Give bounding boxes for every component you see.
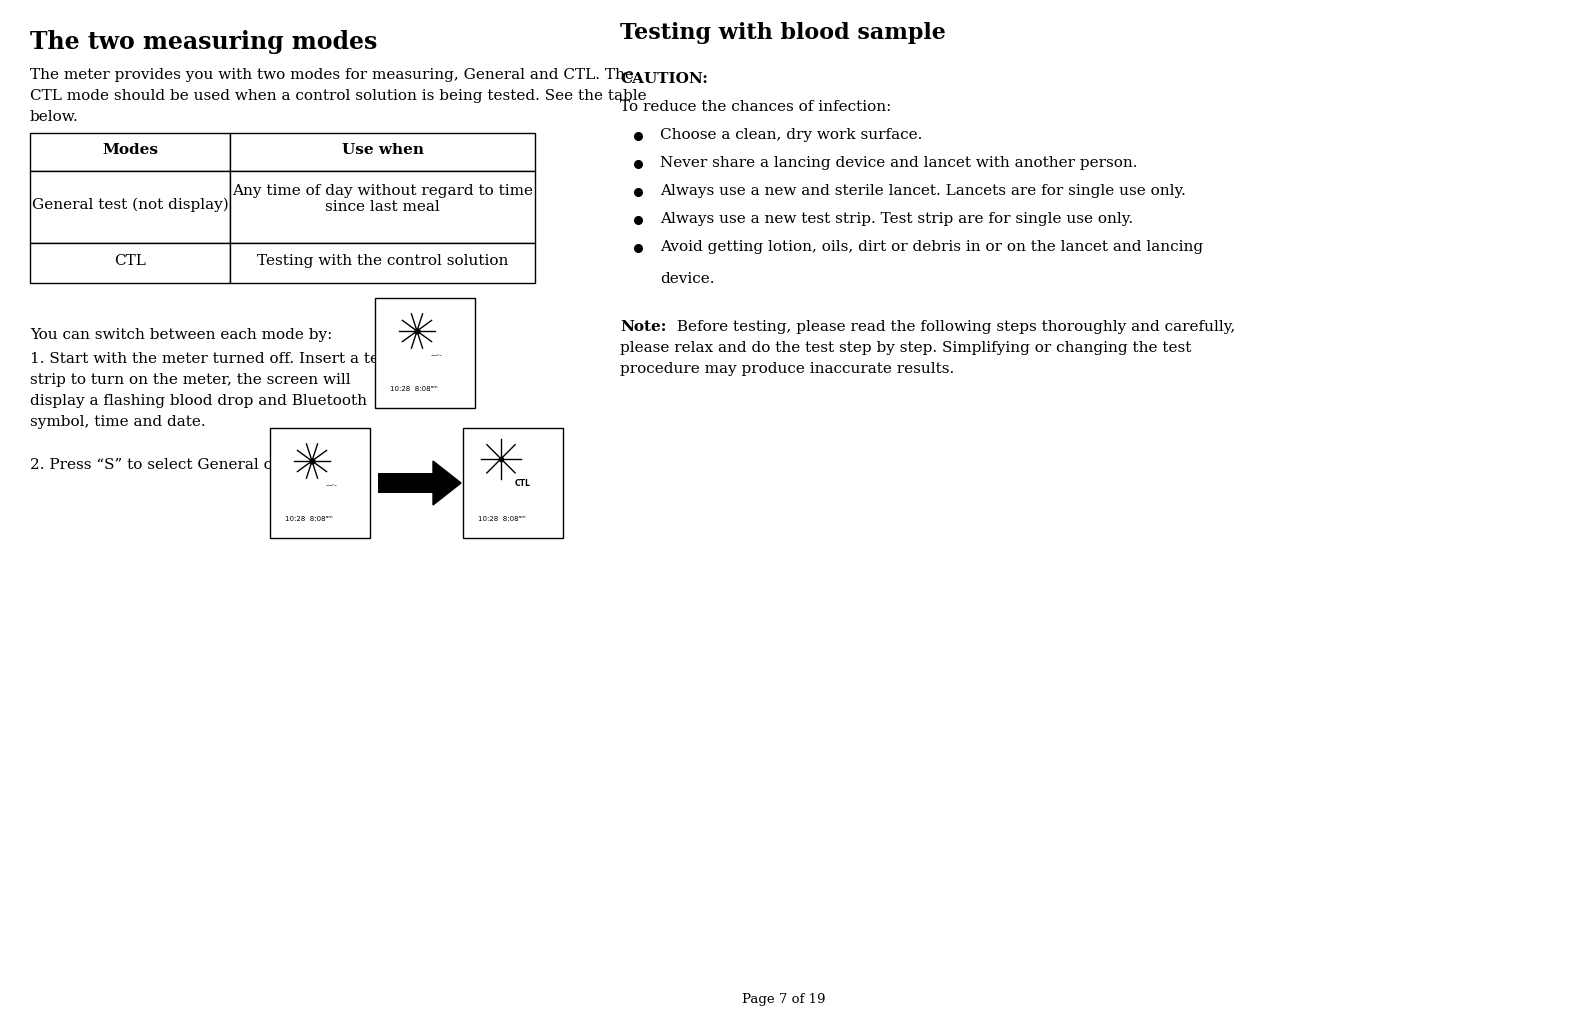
Text: Any time of day without regard to time
since last meal: Any time of day without regard to time s… [232,184,533,214]
Text: 1. Start with the meter turned off. Insert a test: 1. Start with the meter turned off. Inse… [30,352,392,366]
Text: Never share a lancing device and lancet with another person.: Never share a lancing device and lancet … [661,156,1138,170]
Text: —·-: —·- [431,352,442,358]
Bar [30,243,231,283]
Text: CAUTION:: CAUTION: [620,72,708,86]
Bar [30,171,231,243]
Bar [378,473,433,493]
Bar [231,243,535,283]
Text: Avoid getting lotion, oils, dirt or debris in or on the lancet and lancing: Avoid getting lotion, oils, dirt or debr… [661,240,1203,254]
Text: procedure may produce inaccurate results.: procedure may produce inaccurate results… [620,362,954,376]
Text: display a flashing blood drop and Bluetooth: display a flashing blood drop and Blueto… [30,394,367,408]
Text: Use when: Use when [342,143,424,157]
Text: Always use a new and sterile lancet. Lancets are for single use only.: Always use a new and sterile lancet. Lan… [661,184,1186,198]
Text: Testing with the control solution: Testing with the control solution [257,254,508,268]
Text: 10:28  8:08ᵃᵐ: 10:28 8:08ᵃᵐ [391,387,438,393]
Text: Before testing, please read the following steps thoroughly and carefully,: Before testing, please read the followin… [672,320,1235,334]
Bar [463,428,563,538]
Text: Choose a clean, dry work surface.: Choose a clean, dry work surface. [661,128,923,142]
Text: Page 7 of 19: Page 7 of 19 [742,993,825,1006]
Text: CTL: CTL [515,478,530,487]
Bar [375,298,475,408]
Bar [231,133,535,171]
Text: Note:: Note: [620,320,667,334]
Text: symbol, time and date.: symbol, time and date. [30,415,206,429]
Bar [270,428,370,538]
Text: CTL mode should be used when a control solution is being tested. See the table: CTL mode should be used when a control s… [30,89,646,103]
Text: 10:28  8:08ᵃᵐ: 10:28 8:08ᵃᵐ [286,517,333,523]
Bar [30,133,231,171]
Text: Testing with blood sample: Testing with blood sample [620,22,946,44]
Text: device.: device. [661,272,714,286]
Text: General test (not display): General test (not display) [31,198,229,212]
Polygon shape [433,461,461,505]
Text: —·-: —·- [326,482,337,488]
Text: You can switch between each mode by:: You can switch between each mode by: [30,328,333,342]
Text: 2. Press “S” to select General or CTL mode.: 2. Press “S” to select General or CTL mo… [30,458,369,472]
Bar [231,171,535,243]
Text: please relax and do the test step by step. Simplifying or changing the test: please relax and do the test step by ste… [620,341,1191,355]
Text: Always use a new test strip. Test strip are for single use only.: Always use a new test strip. Test strip … [661,212,1133,226]
Text: Modes: Modes [102,143,158,157]
Text: The two measuring modes: The two measuring modes [30,30,378,54]
Text: strip to turn on the meter, the screen will: strip to turn on the meter, the screen w… [30,373,350,387]
Text: To reduce the chances of infection:: To reduce the chances of infection: [620,100,891,114]
Text: below.: below. [30,110,78,124]
Text: The meter provides you with two modes for measuring, General and CTL. The: The meter provides you with two modes fo… [30,68,634,82]
Text: 10:28  8:08ᵃᵐ: 10:28 8:08ᵃᵐ [479,517,526,523]
Text: CTL: CTL [115,254,146,268]
